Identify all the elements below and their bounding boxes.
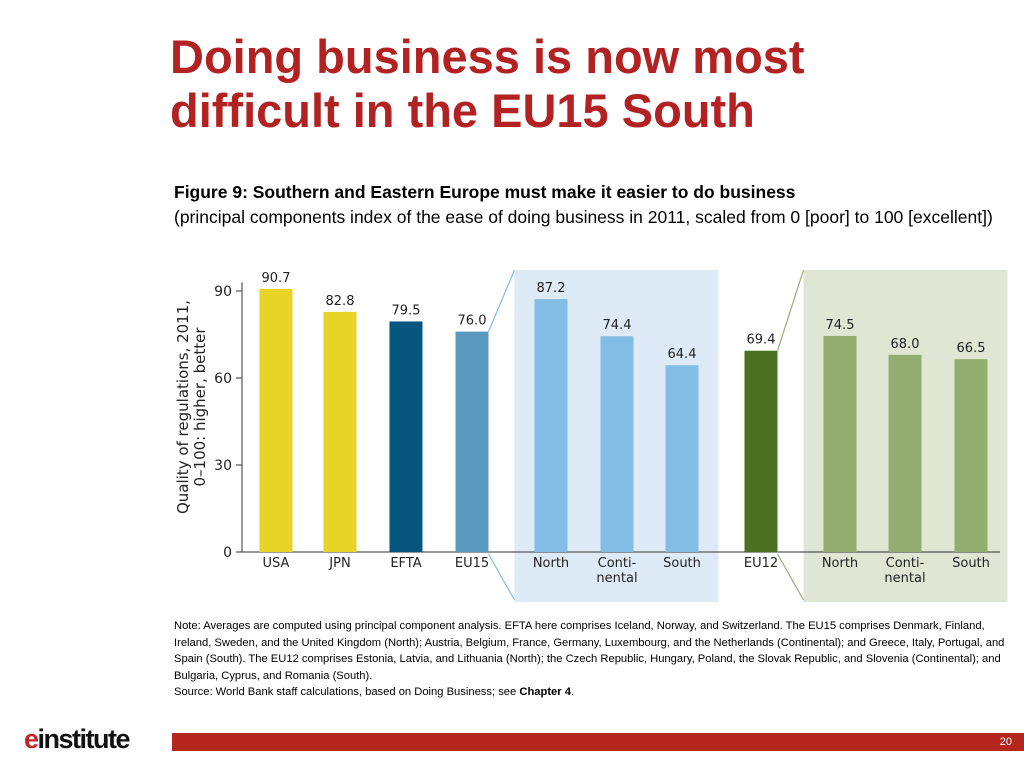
y-axis-title-line: 0–100: higher, better xyxy=(191,327,209,487)
category-label-line: Conti- xyxy=(886,556,925,571)
y-tick-label: 0 xyxy=(223,545,232,561)
category-label-line: Conti- xyxy=(598,556,637,571)
bar xyxy=(455,331,489,552)
bar xyxy=(823,335,857,552)
page-number: 20 xyxy=(999,736,1012,748)
bar-value-label: 90.7 xyxy=(262,271,291,286)
chart-labels: 90.7 USA 82.8 JPN 79.5 EFTA 76.0 EU15 87.2 North 7… xyxy=(262,271,990,586)
panel-connector-line xyxy=(487,553,516,601)
category-label: Conti-nental xyxy=(596,556,637,586)
bar-value-label: 64.4 xyxy=(668,347,697,362)
category-label: North xyxy=(533,556,569,571)
source-suffix: . xyxy=(570,686,575,698)
category-label-line: USA xyxy=(263,556,290,571)
category-label: JPN xyxy=(328,556,350,571)
category-label: South xyxy=(663,556,701,571)
y-tick-label: 30 xyxy=(214,458,232,474)
category-label: EFTA xyxy=(390,556,421,571)
source-chapter-link: Chapter 4 xyxy=(519,686,571,698)
y-axis-title-line: Quality of regulations, 2011, xyxy=(174,300,192,514)
bar xyxy=(665,365,699,552)
figure-title: Figure 9: Southern and Eastern Europe mu… xyxy=(174,182,796,202)
einstitute-logo: einstitute xyxy=(24,724,131,758)
bar-value-label: 66.5 xyxy=(957,341,986,356)
category-label-line: South xyxy=(952,556,990,571)
logo-suffix: institute xyxy=(37,724,131,754)
bar xyxy=(600,336,634,552)
bar xyxy=(534,299,568,552)
category-label-line: EFTA xyxy=(390,556,421,571)
bar xyxy=(389,321,423,552)
bar xyxy=(323,311,357,552)
category-label-line: EU15 xyxy=(455,556,489,571)
chart-bars xyxy=(259,288,988,552)
logo-prefix: e xyxy=(24,724,39,754)
bar-value-label: 79.5 xyxy=(392,303,421,318)
figure-caption: Figure 9: Southern and Eastern Europe mu… xyxy=(174,180,1014,230)
panel-connector-line xyxy=(776,269,805,351)
category-label-line: South xyxy=(663,556,701,571)
bar-value-label: 74.4 xyxy=(603,318,632,333)
note-text: Note: Averages are computed using princi… xyxy=(174,620,1005,682)
footer-bar: 20 xyxy=(172,733,1024,751)
figure-note: Note: Averages are computed using princi… xyxy=(174,618,1010,701)
category-label-line: nental xyxy=(884,571,925,586)
bar-chart: 0 30 60 90 Quality of regulations, 2011,0–10… xyxy=(174,269,1008,602)
panel-connector-line xyxy=(487,269,516,332)
category-label: South xyxy=(952,556,990,571)
figure-subtitle: (principal components index of the ease … xyxy=(174,207,993,227)
category-label-line: EU12 xyxy=(744,556,778,571)
bar-value-label: 69.4 xyxy=(747,333,776,348)
bar xyxy=(744,350,778,552)
category-label: USA xyxy=(263,556,290,571)
category-label-line: North xyxy=(822,556,858,571)
y-tick-label: 60 xyxy=(214,371,232,387)
bar-value-label: 68.0 xyxy=(891,337,920,352)
y-axis-title: Quality of regulations, 2011,0–100: high… xyxy=(174,300,209,514)
bar-value-label: 87.2 xyxy=(537,281,566,296)
bar-value-label: 76.0 xyxy=(458,314,487,329)
slide-title: Doing business is now most difficult in … xyxy=(170,30,805,137)
category-label: Conti-nental xyxy=(884,556,925,586)
category-label: North xyxy=(822,556,858,571)
bar xyxy=(888,354,922,552)
bar xyxy=(259,288,293,552)
panel-connector-line xyxy=(776,553,805,601)
bar xyxy=(954,359,988,552)
category-label: EU12 xyxy=(744,556,778,571)
bar-value-label: 82.8 xyxy=(326,294,355,309)
y-tick-label: 90 xyxy=(214,284,232,300)
category-label-line: JPN xyxy=(328,556,350,571)
category-label-line: nental xyxy=(596,571,637,586)
category-label: EU15 xyxy=(455,556,489,571)
chart-axes: 0 30 60 90 Quality of regulations, 2011,0–10… xyxy=(174,282,1000,561)
category-label-line: North xyxy=(533,556,569,571)
source-prefix: Source: World Bank staff calculations, b… xyxy=(174,686,520,698)
bar-value-label: 74.5 xyxy=(826,318,855,333)
